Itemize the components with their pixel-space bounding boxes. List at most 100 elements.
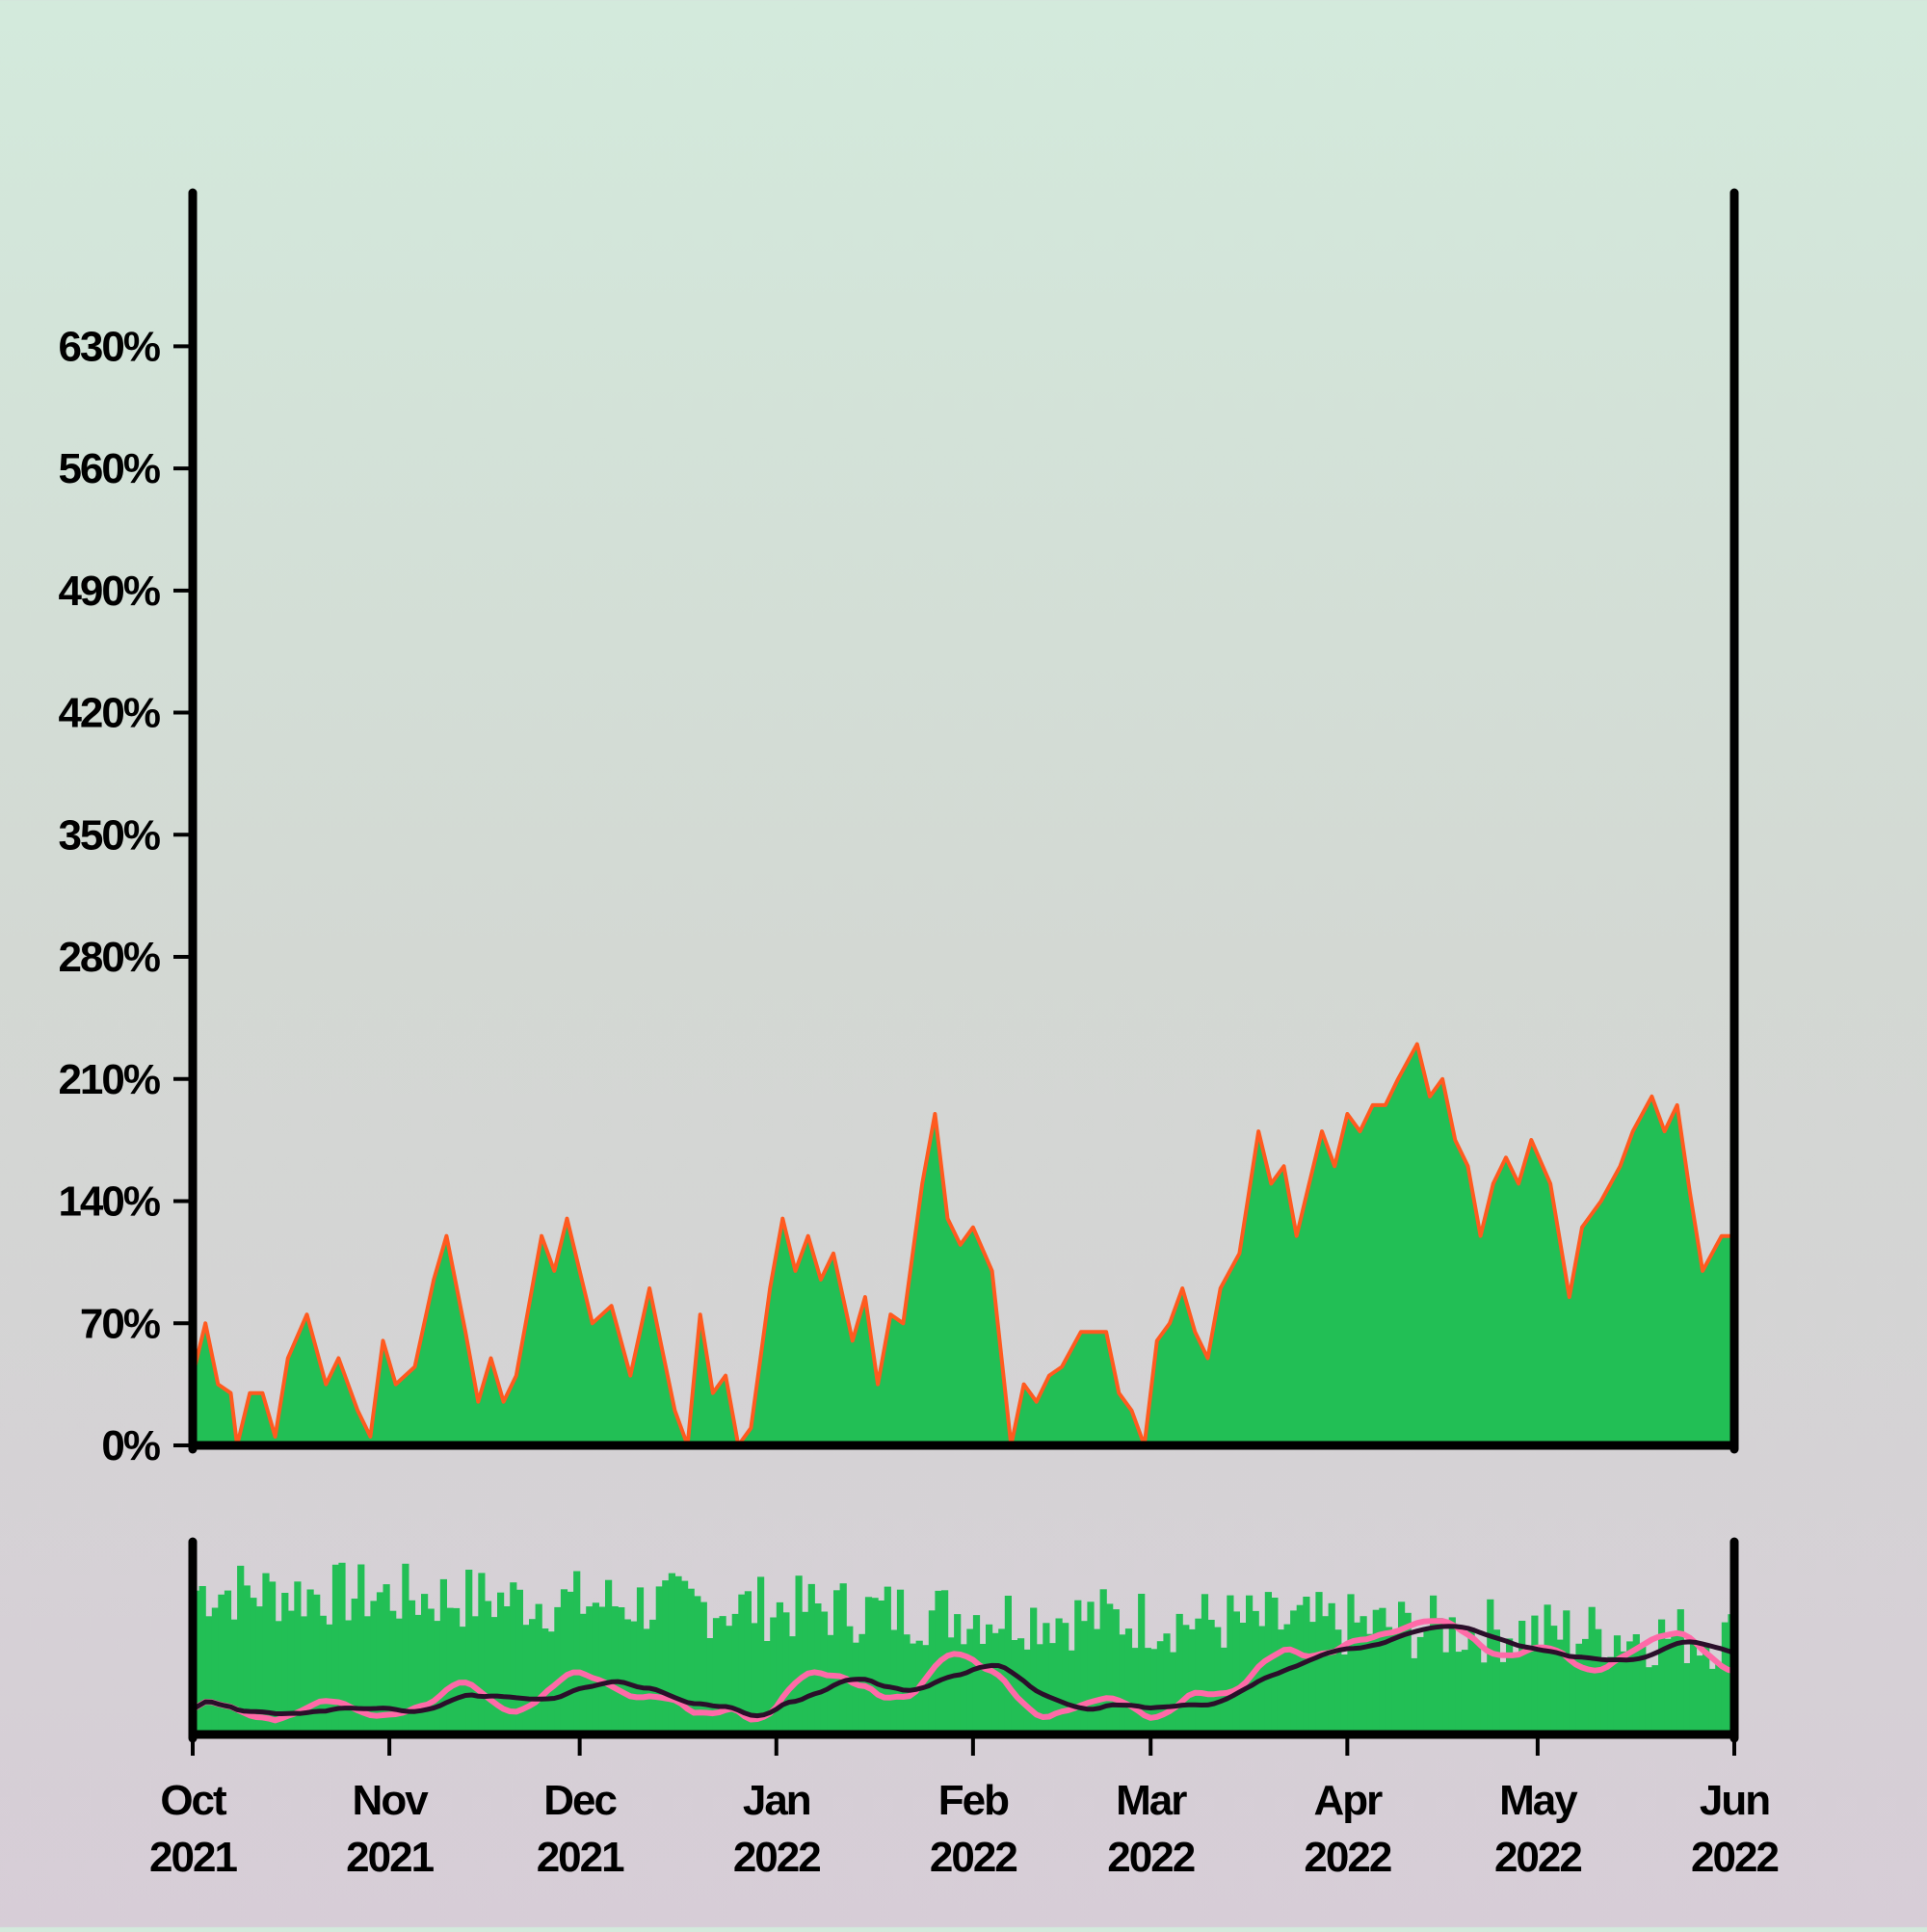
volume-bar [421, 1594, 429, 1734]
volume-bar [947, 1637, 955, 1734]
volume-bar [833, 1590, 841, 1734]
volume-bar [1112, 1609, 1120, 1734]
volume-bar [1544, 1604, 1551, 1734]
volume-bar [395, 1618, 403, 1734]
volume-bar [414, 1614, 422, 1734]
volume-bar [275, 1621, 282, 1734]
volume-bar [1062, 1623, 1069, 1734]
volume-bar [1195, 1618, 1202, 1734]
volume-bar [1188, 1628, 1196, 1734]
volume-bar [205, 1616, 213, 1734]
volume-bar [623, 1619, 631, 1734]
volume-bar [1030, 1607, 1038, 1734]
volume-bar [211, 1607, 219, 1734]
volume-bar [757, 1576, 765, 1734]
volume-bar [731, 1613, 739, 1734]
volume-bar [1448, 1617, 1456, 1734]
volume-bar [700, 1601, 707, 1734]
volume-bar [287, 1610, 295, 1734]
x-tick-year: 2022 [1691, 1834, 1778, 1881]
volume-bar [1671, 1632, 1678, 1734]
volume-bar [522, 1625, 530, 1734]
volume-bar [453, 1607, 461, 1734]
volume-bar [972, 1615, 981, 1734]
volume-bar [1423, 1630, 1431, 1734]
volume-bar [941, 1590, 949, 1734]
volume-bar [1563, 1610, 1571, 1734]
volume-bar [1411, 1657, 1418, 1734]
volume-bar [1087, 1601, 1095, 1734]
volume-bar [1290, 1610, 1298, 1734]
volume-bar [370, 1601, 378, 1734]
volume-bar [814, 1603, 822, 1734]
x-tick-year: 2021 [537, 1834, 624, 1881]
volume-bar [706, 1638, 714, 1734]
volume-average-line-dark [191, 1624, 1735, 1719]
main-area-outline [191, 1042, 1734, 1447]
volume-bar [864, 1597, 873, 1734]
volume-bar [738, 1594, 746, 1734]
volume-bar [986, 1624, 993, 1734]
volume-bar [770, 1617, 778, 1734]
volume-bar [326, 1624, 333, 1734]
y-axis-ticks: 0% 70% 140% 210% 280% 350% 420% 490% 560% 630% [58, 323, 193, 1469]
volume-bar [1138, 1594, 1146, 1734]
volume-bar [1436, 1618, 1443, 1734]
volume-bar [1277, 1629, 1285, 1734]
volume-bar [674, 1575, 682, 1734]
x-tick-month: Oct [160, 1777, 227, 1824]
y-tick-label: 560% [58, 445, 159, 492]
volume-bar [250, 1598, 257, 1734]
volume-bar [1207, 1620, 1215, 1734]
y-tick-label: 140% [58, 1178, 159, 1226]
volume-bar [319, 1615, 327, 1734]
volume-bar [1043, 1623, 1050, 1734]
y-tick-label: 280% [58, 934, 159, 981]
volume-bar [719, 1616, 726, 1734]
volume-bar [1499, 1661, 1507, 1734]
volume-bar [1246, 1595, 1254, 1734]
x-tick-year: 2021 [149, 1834, 237, 1881]
volume-bar [694, 1596, 701, 1734]
volume-bar [497, 1592, 505, 1734]
volume-bar [1537, 1645, 1545, 1734]
volume-bar [1131, 1648, 1139, 1734]
volume-bar [541, 1628, 549, 1734]
x-tick-year: 2022 [1494, 1834, 1581, 1881]
volume-bar [1366, 1633, 1374, 1734]
x-tick-year: 2022 [733, 1834, 820, 1881]
volume-bar [1620, 1651, 1627, 1734]
volume-bar [807, 1583, 815, 1734]
volume-bar [1170, 1652, 1177, 1734]
volume-bar [1182, 1625, 1190, 1734]
volume-bar [1379, 1607, 1386, 1734]
volume-bar [1201, 1594, 1209, 1734]
volume-bar [1271, 1598, 1279, 1734]
volume-bar [218, 1594, 225, 1734]
volume-bar [408, 1600, 416, 1734]
volume-bar [1308, 1622, 1316, 1734]
volume-bar [351, 1599, 358, 1734]
volume-bar [1175, 1613, 1183, 1734]
volume-bar [471, 1616, 479, 1734]
volume-bar [1664, 1638, 1672, 1734]
volume-bar [1582, 1638, 1590, 1734]
volume-bar [726, 1626, 733, 1734]
volume-bar [1119, 1634, 1126, 1734]
volume-bar [1676, 1609, 1684, 1734]
volume-bar [1658, 1619, 1666, 1734]
volume-bar [1099, 1589, 1107, 1734]
volume-bar [1296, 1604, 1304, 1734]
volume-bar [1721, 1622, 1729, 1734]
volume-bar [1359, 1616, 1367, 1734]
volume-bar [662, 1580, 670, 1734]
volume-bar [1328, 1602, 1335, 1734]
volume-bar [966, 1628, 974, 1734]
volume-average-line-pink [191, 1618, 1735, 1724]
volume-bar [1531, 1615, 1539, 1734]
y-tick-label: 420% [58, 690, 159, 737]
volume-bar [529, 1619, 537, 1734]
volume-bar [884, 1586, 891, 1734]
volume-panel: Oct 2021 Nov 2021 Dec 2021 Jan 2022 Feb 2022 Mar 20… [149, 1537, 1780, 1881]
